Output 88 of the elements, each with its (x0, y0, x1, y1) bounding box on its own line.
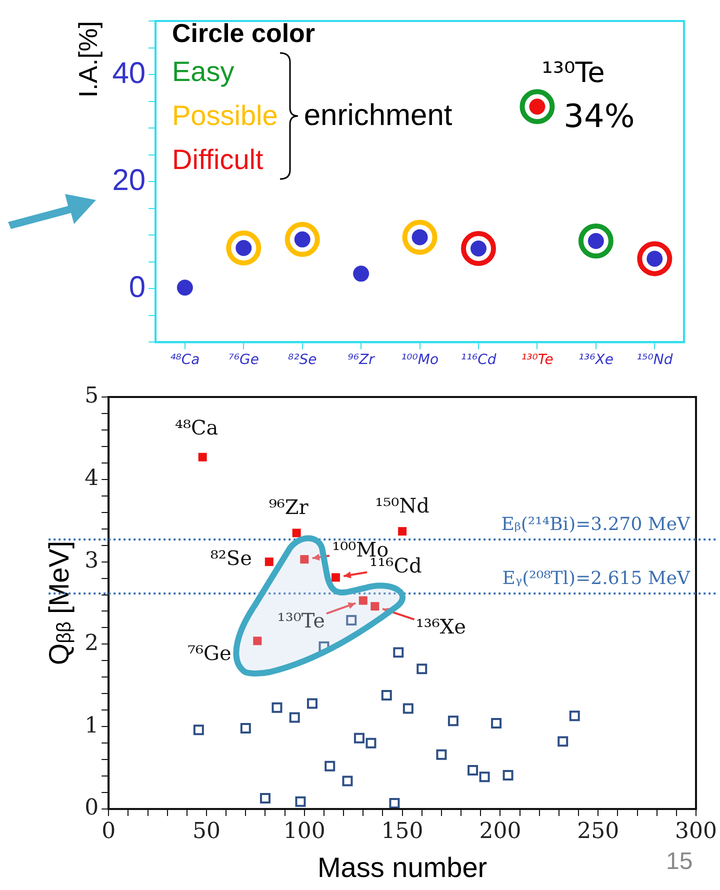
point (272, 702, 282, 713)
y-axis-title: I.A.[%] (72, 21, 103, 98)
point (292, 528, 301, 538)
x-axis-title: Mass number (317, 852, 488, 883)
annotation: ¹³⁶Xe (416, 614, 466, 638)
point (331, 573, 340, 582)
y-tick-label: 3 (84, 548, 99, 574)
ref-line-label: Eᵦ(²¹⁴Bi)=3.270 MeV (501, 514, 692, 536)
x-tick-label: 200 (479, 818, 522, 844)
annotation: ⁸²Se (210, 546, 252, 570)
point (502, 770, 514, 780)
point (289, 712, 300, 723)
point (300, 555, 309, 564)
annotation: 34% (564, 96, 635, 135)
annotation: ¹³⁰Te (277, 608, 325, 633)
point (306, 698, 318, 709)
point (416, 664, 428, 674)
text: Easy (172, 55, 236, 89)
point (479, 772, 490, 782)
point (346, 615, 357, 626)
point (358, 596, 368, 605)
point (176, 280, 193, 296)
x-tick-label: 100 (283, 818, 326, 844)
ref-line-label: Eᵧ(²⁰⁸Tl)=2.615 MeV (502, 568, 691, 590)
annotation: enrichment (304, 99, 452, 133)
text: 15 (666, 848, 693, 876)
y-axis-title: Qᵦᵦ [MeV] (44, 540, 75, 666)
x-tick-label: ¹¹⁶Cd (460, 352, 496, 368)
point (436, 749, 447, 760)
annotation: ¹³⁰Te (542, 56, 605, 89)
point (381, 690, 392, 701)
text: Possible (172, 99, 278, 133)
legend-title: Circle color (172, 17, 316, 50)
x-tick-label: ⁸²Se (288, 352, 317, 368)
y-tick-label: 40 (112, 56, 146, 90)
point (295, 796, 306, 807)
x-tick-label: ⁴⁸Ca (170, 352, 200, 368)
point (198, 452, 207, 462)
y-tick-label: 4 (84, 466, 99, 492)
point (578, 224, 614, 259)
point (558, 736, 568, 747)
point (448, 716, 458, 726)
y-tick-label: 5 (84, 384, 99, 409)
x-tick-label: ⁹⁶Zr (348, 352, 376, 368)
point (402, 703, 414, 714)
point (253, 636, 262, 646)
x-tick-label: ¹³⁶Xe (578, 352, 614, 368)
point (193, 724, 204, 736)
point (284, 222, 320, 257)
point (393, 647, 404, 658)
point (226, 230, 262, 266)
point (491, 718, 502, 729)
x-tick-label: 50 (192, 818, 220, 844)
point (402, 220, 438, 255)
x-tick-label: ¹⁵⁰Nd (636, 352, 673, 368)
point (389, 798, 400, 808)
point (260, 793, 270, 804)
point (370, 602, 380, 611)
annotation: ⁴⁸Ca (174, 415, 218, 440)
y-tick-label: 2 (84, 630, 99, 656)
text: Difficult (172, 143, 264, 177)
point (569, 710, 580, 722)
point (520, 89, 555, 124)
annotation: ⁷⁶Ge (187, 641, 232, 666)
y-tick-label: 20 (112, 164, 146, 197)
annotation: ⁹⁶Zr (268, 495, 309, 520)
point (637, 241, 672, 276)
point (318, 641, 330, 652)
point (461, 231, 496, 266)
y-tick-label: 1 (84, 713, 99, 738)
point (264, 558, 274, 566)
annotation: ¹⁵⁰Nd (375, 494, 430, 518)
x-tick-label: ⁷⁶Ge (228, 352, 259, 368)
point (342, 776, 353, 786)
x-tick-label: ¹⁰⁰Mo (401, 352, 439, 368)
x-tick-label: 300 (675, 818, 718, 844)
point (240, 723, 251, 734)
point (353, 266, 370, 282)
point (366, 738, 376, 748)
x-tick-label: 250 (577, 818, 620, 844)
x-tick-label: ¹³⁰Te (521, 352, 554, 368)
y-tick-label: 0 (128, 270, 146, 304)
point (324, 760, 336, 772)
point (354, 732, 364, 744)
point (398, 527, 407, 536)
x-tick-label: 150 (381, 818, 424, 844)
point (468, 765, 478, 776)
y-tick-label: 0 (84, 796, 99, 821)
